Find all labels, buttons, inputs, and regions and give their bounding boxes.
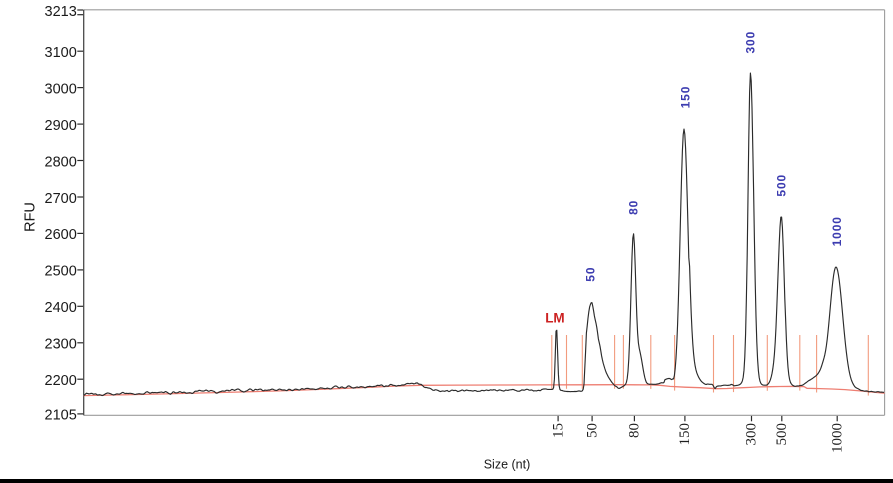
svg-text:2200: 2200 bbox=[45, 373, 77, 389]
svg-text:2600: 2600 bbox=[45, 227, 77, 243]
svg-text:80: 80 bbox=[627, 200, 641, 215]
svg-text:2300: 2300 bbox=[45, 337, 77, 353]
svg-text:RFU: RFU bbox=[23, 202, 39, 232]
svg-text:1000: 1000 bbox=[829, 423, 845, 453]
svg-text:50: 50 bbox=[584, 267, 598, 282]
svg-text:2400: 2400 bbox=[45, 300, 77, 316]
svg-text:3213: 3213 bbox=[45, 4, 77, 20]
svg-text:3100: 3100 bbox=[45, 45, 77, 61]
svg-text:150: 150 bbox=[679, 86, 693, 109]
svg-text:3000: 3000 bbox=[45, 81, 77, 97]
svg-text:2700: 2700 bbox=[45, 191, 77, 207]
svg-text:150: 150 bbox=[677, 423, 693, 446]
svg-text:15: 15 bbox=[550, 423, 566, 438]
svg-text:50: 50 bbox=[584, 423, 600, 438]
svg-text:300: 300 bbox=[744, 423, 760, 446]
svg-text:1000: 1000 bbox=[830, 216, 844, 246]
svg-text:300: 300 bbox=[744, 31, 758, 54]
svg-text:80: 80 bbox=[627, 423, 643, 438]
svg-text:2500: 2500 bbox=[45, 264, 77, 280]
svg-text:500: 500 bbox=[774, 423, 790, 446]
svg-text:Size (nt): Size (nt) bbox=[484, 457, 531, 471]
svg-text:2800: 2800 bbox=[45, 154, 77, 170]
svg-text:500: 500 bbox=[775, 174, 789, 197]
svg-text:2900: 2900 bbox=[45, 118, 77, 134]
svg-text:2105: 2105 bbox=[45, 408, 77, 424]
svg-text:LM: LM bbox=[545, 310, 565, 325]
